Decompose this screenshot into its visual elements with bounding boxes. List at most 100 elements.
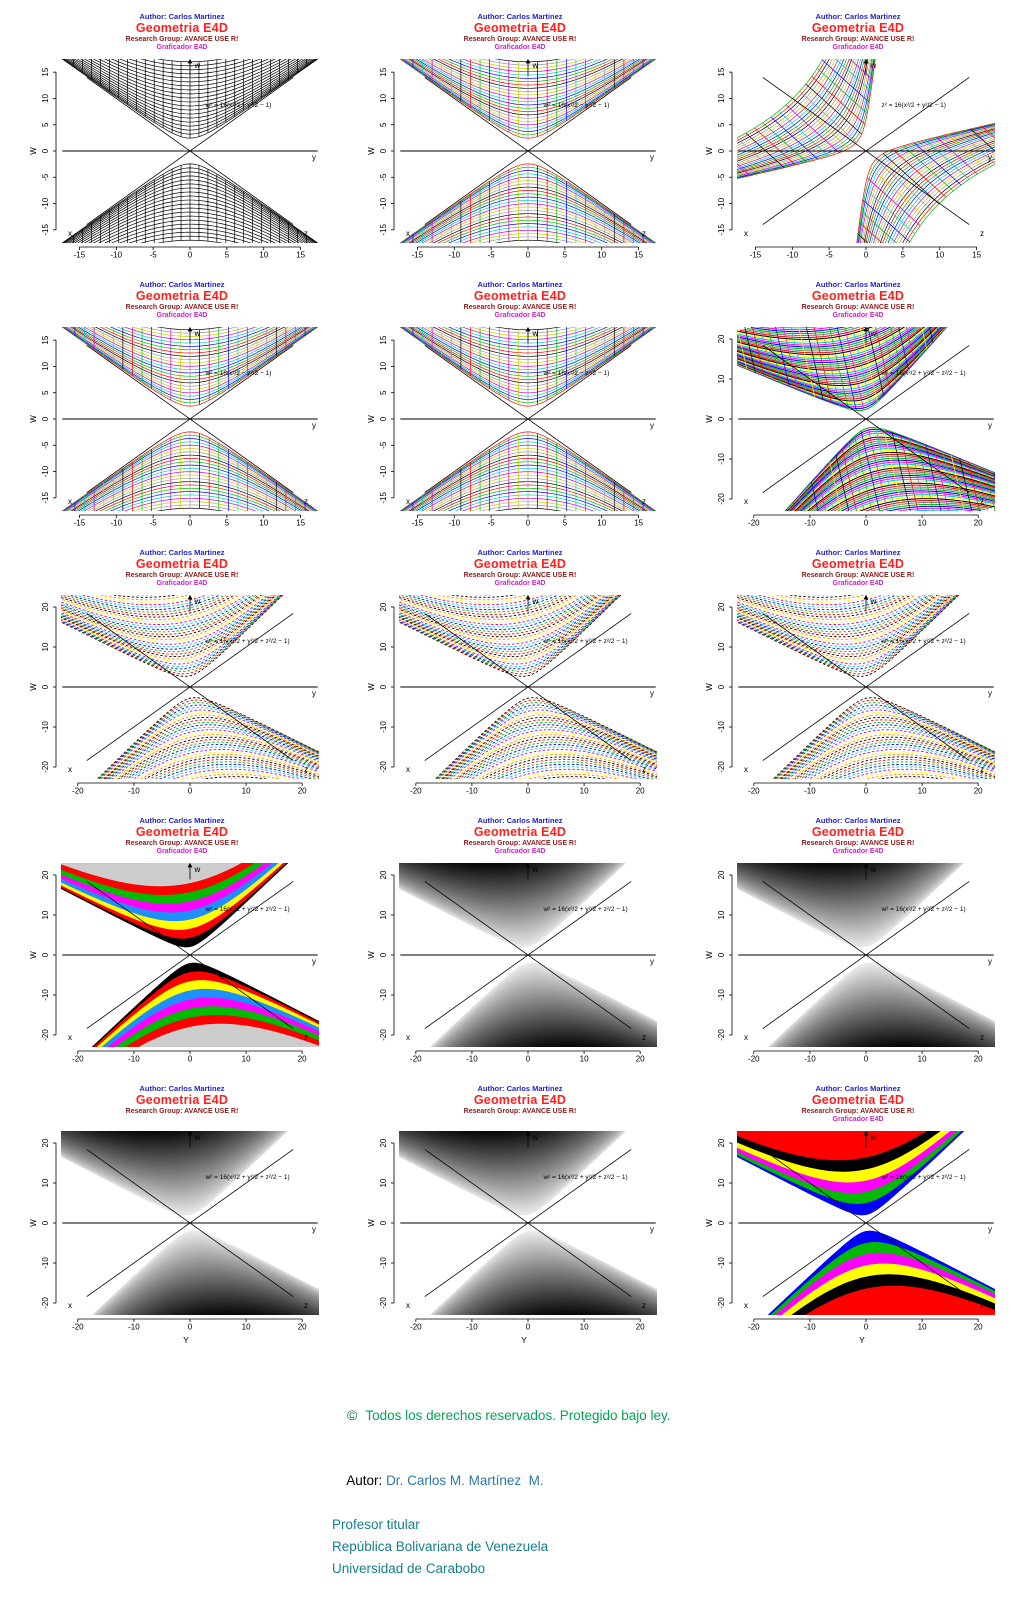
panel-research-group: Research Group: AVANCE USE R! bbox=[801, 840, 915, 847]
panel-grapher: Graficador E4D bbox=[156, 44, 208, 52]
panel-header: Author: Carlos Martinez Geometria E4D Re… bbox=[438, 1080, 577, 1125]
footer-role: Profesor titular bbox=[332, 1517, 420, 1533]
panel-xaxis-label bbox=[490, 531, 524, 542]
panel-research-group: Research Group: AVANCE USE R! bbox=[463, 304, 577, 311]
plot-panel: Author: Carlos Martinez Geometria E4D Re… bbox=[676, 8, 1014, 276]
panel-header: Author: Carlos Martinez Geometria E4D Re… bbox=[438, 8, 577, 53]
panel-header: Author: Carlos Martinez Geometria E4D Re… bbox=[100, 812, 239, 857]
panel-header: Author: Carlos Martinez Geometria E4D Re… bbox=[438, 276, 577, 321]
plot-panel: Author: Carlos Martinez Geometria E4D Re… bbox=[338, 8, 676, 276]
panel-xaxis-label bbox=[490, 799, 524, 810]
panel-title: Geometria E4D bbox=[811, 289, 905, 303]
panel-grapher: Graficador E4D bbox=[494, 848, 546, 856]
panel-grapher: Graficador E4D bbox=[494, 580, 546, 588]
panel-xaxis-label bbox=[490, 1067, 524, 1078]
plot-panel: Author: Carlos Martinez Geometria E4D Re… bbox=[676, 544, 1014, 812]
panel-grapher: Graficador E4D bbox=[832, 1116, 884, 1124]
panel-author: Author: Carlos Martinez bbox=[477, 12, 563, 21]
surface-plot-canvas bbox=[27, 1125, 327, 1336]
panel-header: Author: Carlos Martinez Geometria E4D Re… bbox=[100, 8, 239, 53]
panel-grapher: Graficador E4D bbox=[832, 312, 884, 320]
panel-author: Author: Carlos Martinez bbox=[139, 816, 225, 825]
panel-title: Geometria E4D bbox=[811, 21, 905, 35]
panel-title: Geometria E4D bbox=[811, 557, 905, 571]
panel-title: Geometria E4D bbox=[473, 825, 567, 839]
panel-author: Author: Carlos Martinez bbox=[815, 816, 901, 825]
panel-xaxis-label: Y bbox=[859, 1335, 865, 1346]
panel-author: Author: Carlos Martinez bbox=[815, 12, 901, 21]
surface-plot-canvas bbox=[703, 53, 1003, 264]
panel-header: Author: Carlos Martinez Geometria E4D Re… bbox=[776, 8, 915, 53]
panel-header: Author: Carlos Martinez Geometria E4D Re… bbox=[776, 276, 915, 321]
plot-panel: Author: Carlos Martinez Geometria E4D Re… bbox=[676, 276, 1014, 544]
plot-panel: Author: Carlos Martinez Geometria E4D Re… bbox=[0, 1080, 338, 1348]
panel-research-group: Research Group: AVANCE USE R! bbox=[125, 36, 239, 43]
panel-header: Author: Carlos Martinez Geometria E4D Re… bbox=[776, 812, 915, 857]
panel-title: Geometria E4D bbox=[473, 289, 567, 303]
plot-panel: Author: Carlos Martinez Geometria E4D Re… bbox=[0, 8, 338, 276]
panel-author: Author: Carlos Martinez bbox=[815, 548, 901, 557]
panel-author: Author: Carlos Martinez bbox=[815, 280, 901, 289]
panel-grapher bbox=[126, 1116, 239, 1125]
panel-title: Geometria E4D bbox=[135, 557, 229, 571]
panel-grapher: Graficador E4D bbox=[494, 44, 546, 52]
autor-name: Dr. Carlos M. Martínez M. bbox=[386, 1473, 544, 1489]
panel-grapher: Graficador E4D bbox=[494, 312, 546, 320]
panel-xaxis-label: Y bbox=[183, 1335, 189, 1346]
plot-panel: Author: Carlos Martinez Geometria E4D Re… bbox=[0, 812, 338, 1080]
surface-plot-canvas bbox=[365, 1125, 665, 1336]
panel-grapher: Graficador E4D bbox=[156, 312, 208, 320]
panel-title: Geometria E4D bbox=[473, 21, 567, 35]
panel-research-group: Research Group: AVANCE USE R! bbox=[801, 304, 915, 311]
rights-text: Todos los derechos reservados. Protegido… bbox=[365, 1407, 671, 1423]
surface-plot-canvas bbox=[703, 857, 1003, 1068]
panel-research-group: Research Group: AVANCE USE R! bbox=[801, 1108, 915, 1115]
panel-research-group: Research Group: AVANCE USE R! bbox=[125, 840, 239, 847]
panel-xaxis-label bbox=[152, 1067, 186, 1078]
surface-plot-canvas bbox=[365, 321, 665, 532]
panel-author: Author: Carlos Martinez bbox=[477, 1084, 563, 1093]
panel-author: Author: Carlos Martinez bbox=[477, 548, 563, 557]
plot-panel: Author: Carlos Martinez Geometria E4D Re… bbox=[338, 544, 676, 812]
surface-plot-canvas bbox=[27, 589, 327, 800]
footer: © Todos los derechos reservados. Protegid… bbox=[332, 1382, 1015, 1580]
panel-grapher: Graficador E4D bbox=[832, 580, 884, 588]
panel-research-group: Research Group: AVANCE USE R! bbox=[463, 840, 577, 847]
panel-grapher: Graficador E4D bbox=[832, 848, 884, 856]
panel-author: Author: Carlos Martinez bbox=[815, 1084, 901, 1093]
panel-xaxis-label: Y bbox=[521, 1335, 527, 1346]
plot-panel: Author: Carlos Martinez Geometria E4D Re… bbox=[338, 276, 676, 544]
plots-grid: Author: Carlos Martinez Geometria E4D Re… bbox=[0, 8, 1014, 1348]
panel-title: Geometria E4D bbox=[473, 557, 567, 571]
panel-xaxis-label bbox=[828, 263, 862, 274]
plot-panel: Author: Carlos Martinez Geometria E4D Re… bbox=[0, 544, 338, 812]
panel-title: Geometria E4D bbox=[811, 825, 905, 839]
panel-xaxis-label bbox=[152, 263, 186, 274]
panel-title: Geometria E4D bbox=[135, 289, 229, 303]
panel-title: Geometria E4D bbox=[135, 825, 229, 839]
plot-panel: Author: Carlos Martinez Geometria E4D Re… bbox=[676, 1080, 1014, 1348]
panel-author: Author: Carlos Martinez bbox=[139, 548, 225, 557]
panel-title: Geometria E4D bbox=[135, 21, 229, 35]
panel-header: Author: Carlos Martinez Geometria E4D Re… bbox=[438, 812, 577, 857]
surface-plot-canvas bbox=[27, 321, 327, 532]
panel-grapher: Graficador E4D bbox=[832, 44, 884, 52]
surface-plot-canvas bbox=[703, 321, 1003, 532]
panel-title: Geometria E4D bbox=[135, 1093, 229, 1107]
panel-author: Author: Carlos Martinez bbox=[139, 1084, 225, 1093]
panel-research-group: Research Group: AVANCE USE R! bbox=[463, 1108, 577, 1115]
footer-university: Universidad de Carabobo bbox=[332, 1560, 486, 1576]
autor-label: Autor: bbox=[346, 1473, 383, 1489]
surface-plot-canvas bbox=[703, 1125, 1003, 1336]
surface-plot-canvas bbox=[703, 589, 1003, 800]
surface-plot-canvas bbox=[365, 53, 665, 264]
panel-header: Author: Carlos Martinez Geometria E4D Re… bbox=[776, 544, 915, 589]
panel-xaxis-label bbox=[152, 799, 186, 810]
plot-panel: Author: Carlos Martinez Geometria E4D Re… bbox=[338, 1080, 676, 1348]
panel-research-group: Research Group: AVANCE USE R! bbox=[125, 572, 239, 579]
panel-xaxis-label bbox=[490, 263, 524, 274]
panel-header: Author: Carlos Martinez Geometria E4D Re… bbox=[438, 544, 577, 589]
panel-header: Author: Carlos Martinez Geometria E4D Re… bbox=[776, 1080, 915, 1125]
panel-research-group: Research Group: AVANCE USE R! bbox=[125, 1108, 239, 1115]
panel-research-group: Research Group: AVANCE USE R! bbox=[801, 572, 915, 579]
